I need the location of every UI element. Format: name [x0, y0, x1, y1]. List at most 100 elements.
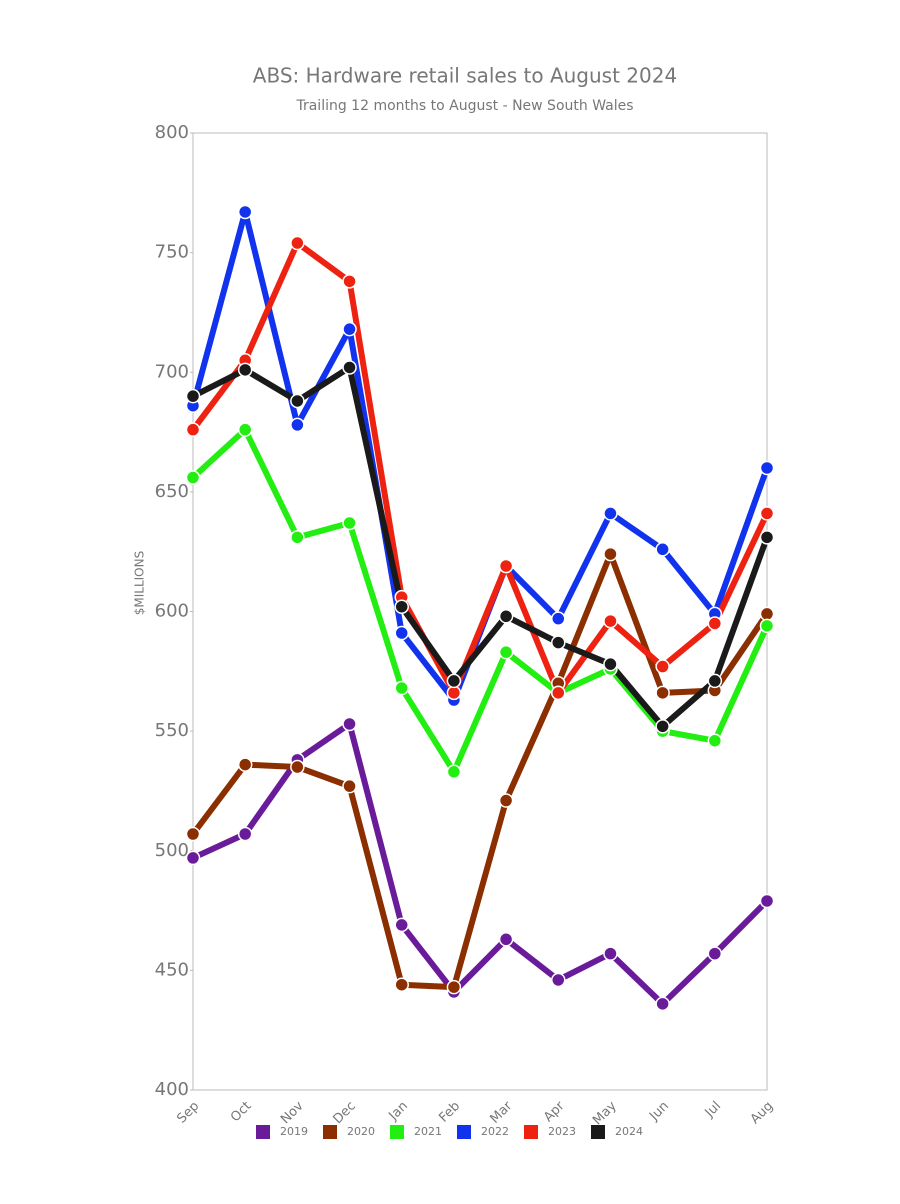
data-point: [498, 609, 514, 624]
chart-title: ABS: Hardware retail sales to August 202…: [253, 64, 677, 88]
x-tick-label: Dec: [330, 1099, 358, 1127]
data-point: [185, 388, 201, 404]
data-point: [603, 613, 618, 629]
data-point: [342, 321, 357, 337]
legend-swatch: [256, 1125, 270, 1139]
data-point: [237, 204, 253, 220]
data-point: [237, 362, 253, 378]
series-line: [191, 720, 770, 1007]
x-tick-label: Jul: [702, 1099, 724, 1121]
data-point: [498, 558, 514, 574]
y-tick-label: 450: [155, 959, 189, 980]
data-point: [237, 826, 253, 842]
data-point: [759, 506, 775, 521]
data-point: [498, 793, 514, 808]
y-tick-label: 800: [155, 122, 189, 143]
legend-label: 2019: [280, 1125, 308, 1138]
data-point: [446, 979, 462, 995]
data-point: [707, 616, 723, 631]
y-tick-label: 700: [155, 361, 189, 382]
data-point: [551, 685, 566, 701]
data-point: [655, 659, 670, 674]
data-point: [185, 826, 201, 842]
data-point: [185, 850, 201, 866]
y-tick-label: 650: [155, 481, 189, 502]
x-tick-label: Mar: [487, 1098, 515, 1126]
data-point: [603, 946, 618, 961]
legend-label: 2020: [347, 1125, 375, 1138]
series-line: [190, 426, 770, 775]
x-tick-label: Aug: [748, 1099, 777, 1128]
x-tick-label: Nov: [278, 1098, 307, 1127]
data-point: [342, 360, 357, 375]
data-point: [342, 274, 357, 289]
y-tick-label: 600: [155, 601, 189, 622]
data-point: [446, 764, 462, 780]
data-point: [394, 977, 409, 992]
legend-label: 2021: [414, 1125, 442, 1138]
legend-swatch: [591, 1125, 605, 1139]
data-point: [759, 893, 775, 909]
data-point: [707, 673, 723, 689]
x-tick-label: Sep: [174, 1099, 202, 1127]
series-line: [190, 240, 770, 696]
legend-swatch: [457, 1125, 471, 1139]
series-line: [191, 364, 770, 730]
legend-swatch: [524, 1125, 538, 1139]
data-point: [551, 972, 566, 988]
data-point: [498, 932, 514, 947]
data-point: [603, 656, 618, 672]
data-point: [237, 757, 253, 772]
data-point: [655, 719, 670, 734]
chart-subtitle: Trailing 12 months to August - New South…: [295, 98, 633, 114]
data-point: [446, 685, 462, 701]
data-point: [185, 470, 201, 485]
y-tick-label: 750: [155, 242, 189, 263]
x-tick-label: Jun: [646, 1099, 672, 1125]
data-point: [394, 917, 409, 933]
data-point: [342, 716, 357, 732]
x-tick-label: Jan: [386, 1099, 411, 1124]
data-point: [394, 599, 409, 614]
data-point: [290, 530, 305, 545]
legend-swatch: [323, 1125, 337, 1139]
data-point: [655, 542, 670, 557]
y-tick-label: 550: [155, 720, 189, 741]
data-point: [394, 625, 409, 641]
data-point: [551, 635, 566, 650]
y-axis-label: $MILLIONS: [133, 551, 147, 615]
y-tick-label: 500: [155, 840, 189, 861]
x-tick-label: Feb: [436, 1099, 463, 1126]
data-point: [342, 515, 357, 531]
data-point: [655, 996, 670, 1012]
data-point: [603, 506, 618, 521]
data-point: [290, 393, 305, 409]
data-point: [342, 778, 357, 794]
data-point: [759, 606, 775, 622]
legend-label: 2023: [548, 1125, 576, 1138]
x-tick-label: May: [590, 1098, 620, 1128]
y-tick-label: 400: [155, 1079, 189, 1100]
plot-frame: [192, 132, 768, 1091]
x-tick-label: Oct: [228, 1099, 255, 1126]
data-point: [759, 460, 775, 476]
x-tick-label: Apr: [541, 1098, 568, 1125]
data-point: [759, 530, 775, 545]
data-point: [290, 759, 305, 775]
data-point: [498, 644, 514, 660]
legend-label: 2024: [615, 1125, 643, 1138]
legend-label: 2022: [481, 1125, 509, 1138]
data-point: [394, 680, 409, 696]
data-point: [707, 733, 723, 748]
data-point: [290, 417, 305, 433]
data-point: [603, 546, 618, 562]
data-point: [551, 611, 566, 626]
data-point: [237, 422, 253, 437]
legend-swatch: [390, 1125, 404, 1139]
data-point: [707, 946, 723, 961]
series-line: [190, 551, 770, 991]
data-point: [759, 618, 775, 634]
data-point: [446, 673, 462, 689]
data-point: [655, 685, 670, 701]
